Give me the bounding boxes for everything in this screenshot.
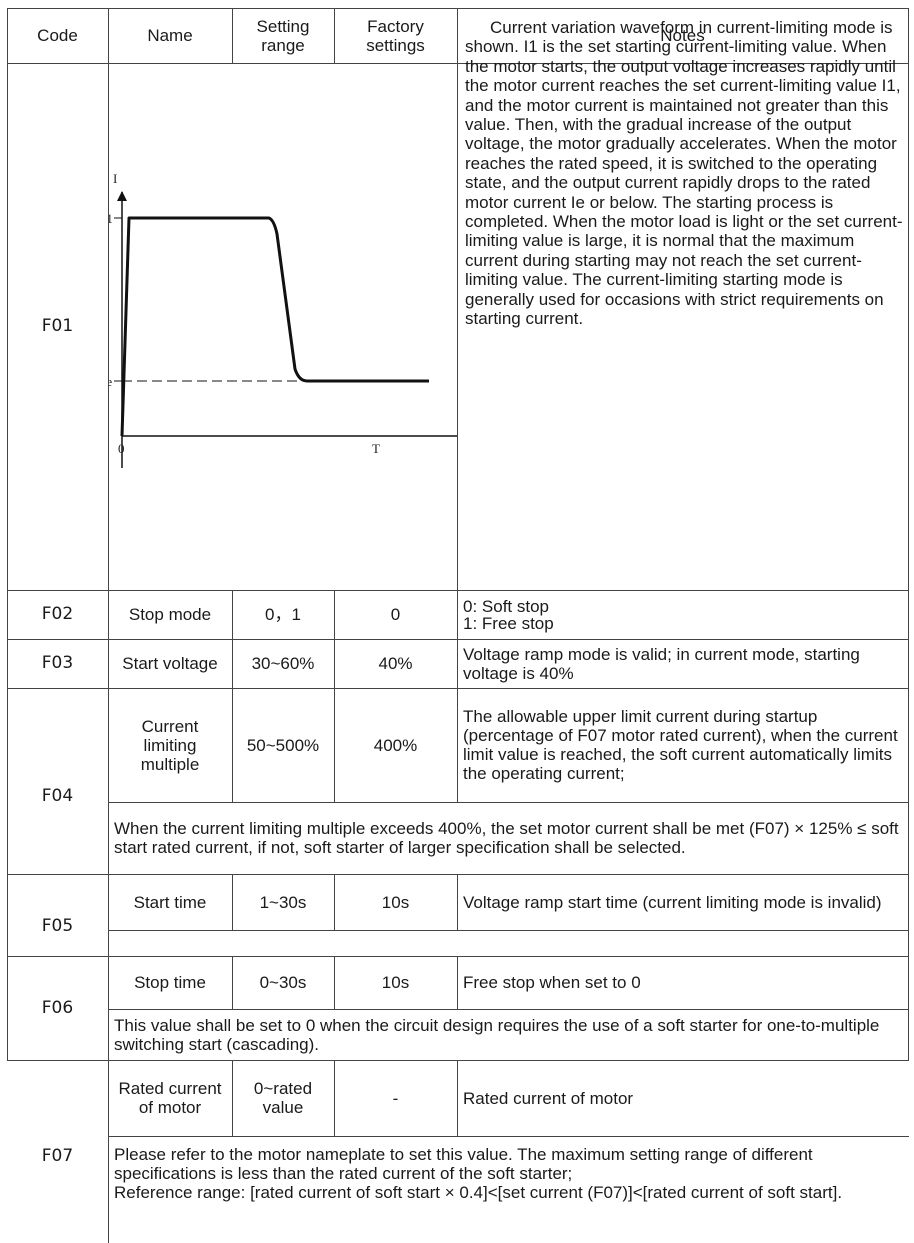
rule-factory-f07 [457,1060,458,1136]
rule-f02-bottom [7,639,909,640]
rule-factory-f05 [457,874,458,930]
rule-name-f07 [232,1060,233,1136]
f03-code: F03 [41,653,74,673]
f07-remark: Please refer to the motor nameplate to s… [114,1145,843,1202]
rule-factory-f06 [457,956,458,1009]
y-axis-label: I [113,171,117,186]
rule-factory-header [457,8,458,63]
f05-code: F05 [41,915,74,936]
ie-label: Ie [109,374,112,389]
rule-range-f05 [334,874,335,930]
f06-range: 0~30s [259,973,307,992]
f07-factory: - [392,1088,399,1108]
f04-range: 50~500% [246,735,320,755]
header-factory-settings: Factory settings [366,16,425,55]
f05-factory: 10s [381,892,410,912]
rule-code [108,8,109,1243]
rule-top [7,8,909,9]
f04-name: Current limiting multiple [140,716,200,774]
rule-header-bottom [7,63,909,64]
header-notes: Notes [660,26,705,45]
parameter-table: Code Name Setting range Factory settings… [7,8,909,1243]
rule-name-header [232,8,233,63]
f07-notes: Rated current of motor [463,1088,634,1108]
origin-label: 0 [118,441,125,456]
f06-name: Stop time [134,973,206,992]
f07-code: F07 [41,1146,74,1166]
current-waveform [120,216,429,437]
rule-left [7,8,8,1060]
f01-code: F01 [41,316,74,336]
f03-range: 30~60% [251,654,315,673]
rule-f06-main-bottom [108,1009,909,1010]
f01-notes: Current variation waveform in current-li… [465,18,903,329]
rule-f05-bottom [7,956,909,957]
rule-name-f05 [232,874,233,930]
header-name: Name [147,26,193,45]
f02-notes: 0: Soft stop 1: Free stop [463,596,554,633]
rule-f01-bottom [7,590,909,591]
f07-name: Rated current of motor [118,1079,222,1117]
f04-notes: The allowable upper limit current during… [463,707,898,783]
f06-code: F06 [41,997,74,1018]
rule-range [334,590,335,802]
f05-name: Start time [133,892,207,912]
rule-right [908,8,909,1060]
f02-name: Stop mode [128,605,212,624]
rule-notes-f01 [457,63,458,590]
x-axis-label: T [372,441,380,456]
rule-range-f06 [334,956,335,1009]
rule-range-header [334,8,335,63]
f02-range: 0，1 [265,605,301,624]
f07-range: 0~rated value [253,1079,313,1117]
rule-f06-bottom [7,1060,909,1061]
f04-factory: 400% [373,735,418,755]
header-code: Code [37,26,78,45]
rule-f03-bottom [7,688,909,689]
rule-name [232,590,233,802]
rule-f04-bottom [7,874,909,875]
f03-notes: Voltage ramp mode is valid; in current m… [463,644,860,683]
f05-notes: Voltage ramp start time (current limitin… [463,892,882,912]
f06-remark: This value shall be set to 0 when the ci… [114,1015,880,1054]
rule-f05-main-bottom [108,930,909,931]
f03-name: Start voltage [122,654,218,673]
f04-code: F04 [41,785,74,806]
rule-range-f07 [334,1060,335,1136]
rule-name-f06 [232,956,233,1009]
rule-f04-main-bottom [108,802,909,803]
current-limiting-waveform-diagram: I I1 Ie 0 T [109,171,457,468]
f06-factory: 10s [381,973,410,992]
f05-range: 1~30s [259,892,307,912]
f02-factory: 0 [390,605,401,624]
rule-factory [457,590,458,802]
f06-notes: Free stop when set to 0 [463,973,641,992]
f04-remark: When the current limiting multiple excee… [114,819,899,857]
i1-label: I1 [109,211,113,226]
f03-factory: 40% [378,654,413,673]
f02-code: F02 [41,604,74,624]
rule-f07-main-bottom [108,1136,909,1137]
header-setting-range: Setting range [256,16,310,55]
